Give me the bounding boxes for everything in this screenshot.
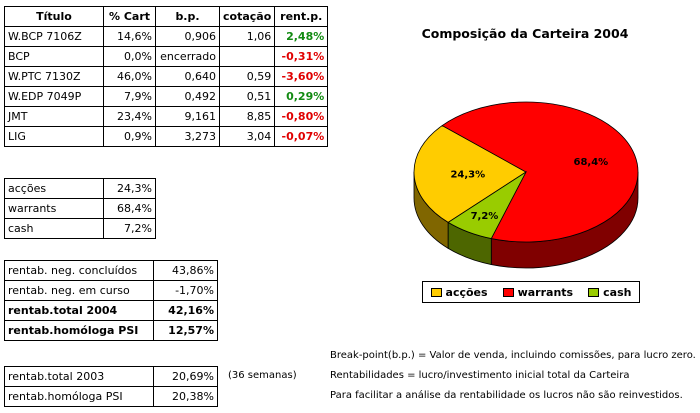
- holdings-row: W.BCP 7106Z 14,6% 0,906 1,06 2,48%: [4, 26, 329, 47]
- holdings-cell-titulo: LIG: [4, 126, 104, 147]
- holdings-cell-rent: -3,60%: [274, 66, 329, 87]
- returns-value: 42,16%: [153, 300, 218, 321]
- holdings-row: JMT 23,4% 9,161 8,85 -0,80%: [4, 106, 329, 127]
- col-header-rent: rent.p.: [274, 6, 329, 27]
- holdings-cell-cotacao: 0,51: [218, 86, 276, 107]
- legend-item-cash: cash: [588, 286, 631, 299]
- legend-swatch: [430, 287, 442, 297]
- holdings-cell-bp: 3,273: [155, 126, 220, 147]
- holdings-cell-cotacao: 1,06: [218, 26, 276, 47]
- returns-label: rentab. neg. concluídos: [4, 260, 154, 281]
- holdings-cell-rent: -0,31%: [274, 46, 329, 67]
- holdings-cell-cotacao: 0,59: [218, 66, 276, 87]
- chart-legend: acções warrants cash: [422, 281, 640, 303]
- holdings-cell-bp: 9,161: [155, 106, 220, 127]
- returns-row: rentab.homóloga PSI 12,57%: [4, 320, 218, 341]
- history-label: rentab.homóloga PSI: [4, 386, 154, 407]
- note-reinvest: Para facilitar a análise da rentabilidad…: [330, 390, 683, 401]
- legend-label: acções: [445, 285, 488, 299]
- holdings-cell-titulo: JMT: [4, 106, 104, 127]
- composition-value: 24,3%: [103, 178, 156, 199]
- pie-label-acções: 24,3%: [450, 169, 485, 180]
- composition-row: warrants 68,4%: [4, 198, 156, 219]
- note-rentabilidades: Rentabilidades = lucro/investimento inic…: [330, 370, 630, 381]
- returns-row: rentab.total 2004 42,16%: [4, 300, 218, 321]
- holdings-cell-titulo: BCP: [4, 46, 104, 67]
- composition-row: cash 7,2%: [4, 218, 156, 239]
- returns-value: -1,70%: [153, 280, 218, 301]
- holdings-cell-bp: 0,906: [155, 26, 220, 47]
- holdings-cell-bp: 0,492: [155, 86, 220, 107]
- holdings-cell-cart: 14,6%: [103, 26, 156, 47]
- holdings-cell-rent: 0,29%: [274, 86, 329, 107]
- returns-label: rentab. neg. em curso: [4, 280, 154, 301]
- holdings-row: LIG 0,9% 3,273 3,04 -0,07%: [4, 126, 329, 147]
- holdings-header-row: Título % Cart b.p. cotação rent.p.: [4, 6, 329, 27]
- returns-label: rentab.total 2004: [4, 300, 154, 321]
- pie-label-warrants: 68,4%: [574, 157, 609, 168]
- chart-title: Composição da Carteira 2004: [422, 26, 629, 41]
- holdings-cell-bp: encerrado: [155, 46, 220, 67]
- holdings-cell-rent: -0,07%: [274, 126, 329, 147]
- col-header-titulo: Título: [4, 6, 104, 27]
- legend-label: cash: [603, 285, 632, 299]
- legend-swatch: [588, 287, 600, 297]
- returns-label: rentab.homóloga PSI: [4, 320, 154, 341]
- composition-label: acções: [4, 178, 104, 199]
- composition-table: acções 24,3% warrants 68,4% cash 7,2%: [4, 178, 156, 239]
- legend-item-warrants: warrants: [502, 285, 574, 299]
- returns-row: rentab. neg. concluídos 43,86%: [4, 260, 218, 281]
- holdings-cell-titulo: W.EDP 7049P: [4, 86, 104, 107]
- legend-swatch: [502, 287, 514, 297]
- holdings-cell-rent: -0,80%: [274, 106, 329, 127]
- weeks-note: (36 semanas): [228, 370, 297, 381]
- holdings-cell-titulo: W.BCP 7106Z: [4, 26, 104, 47]
- holdings-cell-cotacao: 3,04: [218, 126, 276, 147]
- holdings-row: W.PTC 7130Z 46,0% 0,640 0,59 -3,60%: [4, 66, 329, 87]
- holdings-cell-rent: 2,48%: [274, 26, 329, 47]
- holdings-cell-titulo: W.PTC 7130Z: [4, 66, 104, 87]
- pie-slice-acções: [413, 125, 527, 223]
- composition-row: acções 24,3%: [4, 178, 156, 199]
- history-label: rentab.total 2003: [4, 366, 154, 387]
- holdings-cell-cart: 0,9%: [103, 126, 156, 147]
- note-breakpoint: Break-point(b.p.) = Valor de venda, incl…: [330, 350, 696, 361]
- legend-item-acções: acções: [430, 285, 488, 299]
- history-row: rentab.total 2003 20,69%: [4, 366, 218, 387]
- pie-label-cash: 7,2%: [471, 211, 499, 222]
- history-row: rentab.homóloga PSI 20,38%: [4, 386, 218, 407]
- history-table: rentab.total 2003 20,69% rentab.homóloga P…: [4, 366, 218, 407]
- holdings-cell-cart: 0,0%: [103, 46, 156, 67]
- composition-value: 7,2%: [103, 218, 156, 239]
- legend-label: warrants: [517, 285, 574, 299]
- col-header-bp: b.p.: [155, 6, 220, 27]
- holdings-cell-cart: 23,4%: [103, 106, 156, 127]
- holdings-cell-cart: 46,0%: [103, 66, 156, 87]
- holdings-cell-cotacao: [218, 46, 276, 67]
- portfolio-pie-chart: Composição da Carteira 2004 24,3% 68,4% 7,…: [413, 26, 639, 269]
- holdings-row: W.EDP 7049P 7,9% 0,492 0,51 0,29%: [4, 86, 329, 107]
- composition-value: 68,4%: [103, 198, 156, 219]
- composition-label: cash: [4, 218, 104, 239]
- returns-value: 43,86%: [153, 260, 218, 281]
- holdings-row: BCP 0,0% encerrado -0,31%: [4, 46, 329, 67]
- history-value: 20,69%: [153, 366, 218, 387]
- returns-value: 12,57%: [153, 320, 218, 341]
- returns-row: rentab. neg. em curso -1,70%: [4, 280, 218, 301]
- col-header-cart: % Cart: [103, 6, 156, 27]
- holdings-cell-cotacao: 8,85: [218, 106, 276, 127]
- history-value: 20,38%: [153, 386, 218, 407]
- pie-slice-cash: [447, 170, 528, 240]
- returns-table: rentab. neg. concluídos 43,86% rentab. neg…: [4, 260, 218, 341]
- pie-slice-warrants: [441, 101, 639, 243]
- holdings-table: Título % Cart b.p. cotação rent.p. W.BCP…: [4, 6, 329, 147]
- col-header-cotacao: cotação: [218, 6, 276, 27]
- composition-label: warrants: [4, 198, 104, 219]
- holdings-cell-bp: 0,640: [155, 66, 220, 87]
- holdings-cell-cart: 7,9%: [103, 86, 156, 107]
